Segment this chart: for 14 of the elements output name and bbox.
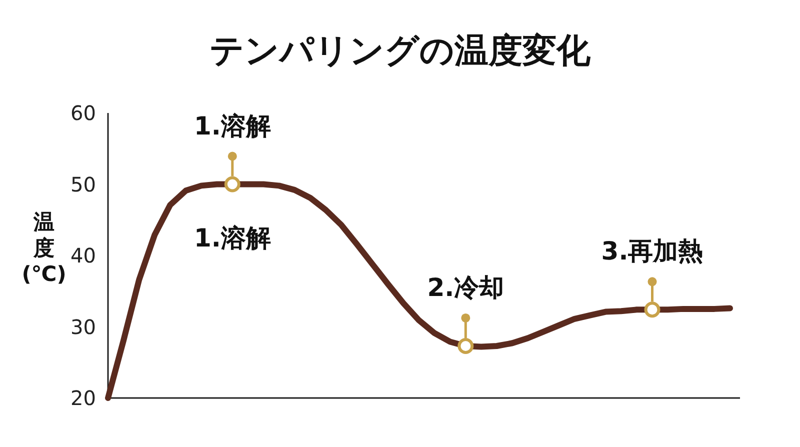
chart-title: テンパリングの温度変化 <box>210 31 592 71</box>
point <box>644 302 660 318</box>
y-tick-label: 20 <box>70 386 96 410</box>
annotation: 3.再加熱 <box>601 236 704 266</box>
point <box>458 338 474 354</box>
point <box>224 176 240 192</box>
annotation: 1.溶解 <box>194 111 271 140</box>
y-tick-label: 40 <box>70 244 96 268</box>
annotation: 1.溶解 <box>194 223 271 252</box>
y-tick-label: 50 <box>70 172 96 196</box>
annotation: 2.冷却 <box>427 272 504 302</box>
y-tick-label: 30 <box>70 314 96 339</box>
y-tick-label: 60 <box>70 101 96 125</box>
y-axis-title: 温度(℃) <box>22 210 66 286</box>
